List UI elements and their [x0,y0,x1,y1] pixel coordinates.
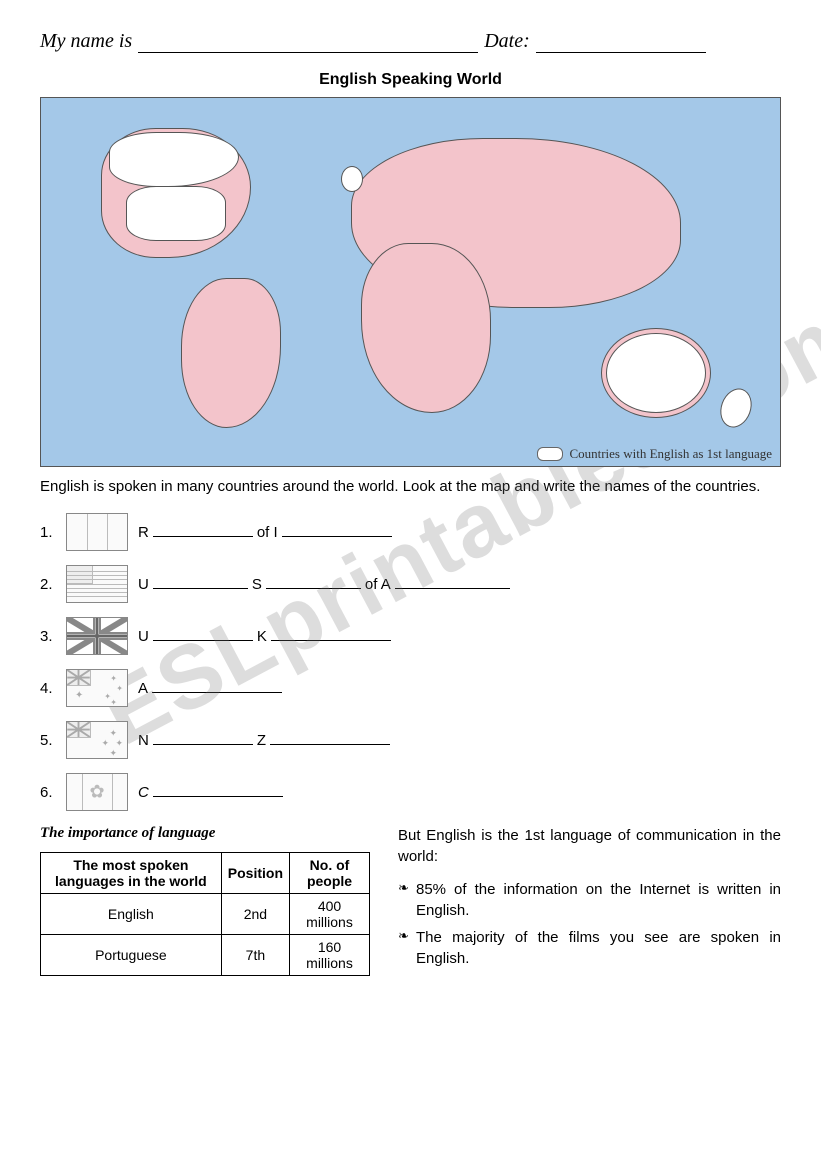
south-america [181,278,281,428]
blank[interactable] [153,523,253,537]
usa-highlight [126,186,226,241]
th-num: No. of people [290,853,370,894]
country-row-2: 2. U S of A [40,565,781,603]
blank[interactable] [270,731,390,745]
flag-ireland [66,513,128,551]
letter: U [138,628,149,645]
row-num: 5. [40,732,56,749]
uk-highlight [341,166,363,192]
blank[interactable] [271,627,391,641]
letter: C [138,784,149,801]
intro-text: But English is the 1st language of commu… [398,825,781,867]
letter: of I [257,524,278,541]
cell: 160 millions [290,935,370,976]
blank[interactable] [395,575,510,589]
table-row: Portuguese 7th 160 millions [41,935,370,976]
bottom-section: The importance of language The most spok… [40,825,781,976]
letter: R [138,524,149,541]
answer-6[interactable]: C [138,783,283,801]
answer-4[interactable]: A [138,679,282,697]
letter: Z [257,732,266,749]
cell: English [41,894,222,935]
answer-2[interactable]: U S of A [138,575,510,593]
page-title: English Speaking World [40,71,781,89]
row-num: 4. [40,680,56,697]
cell: 400 millions [290,894,370,935]
letter: U [138,576,149,593]
date-label: Date: [484,30,530,53]
answer-3[interactable]: U K [138,627,391,645]
row-num: 6. [40,784,56,801]
importance-title: The importance of language [40,825,370,842]
blank[interactable] [153,575,248,589]
letter: N [138,732,149,749]
map-legend: Countries with English as 1st language [537,446,772,462]
letter: A [138,680,148,697]
name-label: My name is [40,30,132,53]
blank[interactable] [282,523,392,537]
letter: K [257,628,267,645]
bullet-list: 85% of the information on the Internet i… [398,879,781,969]
cell: Portuguese [41,935,222,976]
australia-highlight [606,333,706,413]
bullet-item: The majority of the films you see are sp… [416,927,781,969]
left-column: The importance of language The most spok… [40,825,370,976]
bullet-item: 85% of the information on the Internet i… [416,879,781,921]
country-row-6: 6. ✿ C [40,773,781,811]
country-row-5: 5. ✦ ✦ ✦ ✦ N Z [40,721,781,759]
date-blank[interactable] [536,30,706,53]
answer-5[interactable]: N Z [138,731,390,749]
table-row: English 2nd 400 millions [41,894,370,935]
flag-uk [66,617,128,655]
blank[interactable] [153,627,253,641]
country-row-1: 1. R of I [40,513,781,551]
flag-usa [66,565,128,603]
blank[interactable] [153,783,283,797]
world-map: Countries with English as 1st language [40,97,781,467]
nz-highlight [715,384,757,432]
row-num: 3. [40,628,56,645]
blank[interactable] [152,679,282,693]
flag-newzealand: ✦ ✦ ✦ ✦ [66,721,128,759]
cell: 2nd [221,894,289,935]
row-num: 2. [40,576,56,593]
flag-canada: ✿ [66,773,128,811]
name-blank[interactable] [138,30,478,53]
africa [361,243,491,413]
row-num: 1. [40,524,56,541]
answer-1[interactable]: R of I [138,523,392,541]
country-list: 1. R of I 2. U S of A 3. [40,513,781,811]
right-column: But English is the 1st language of commu… [398,825,781,975]
legend-swatch [537,447,563,461]
th-lang: The most spoken languages in the world [41,853,222,894]
th-pos: Position [221,853,289,894]
legend-text: Countries with English as 1st language [569,446,772,462]
country-row-4: 4. ✦ ✦ ✦ ✦ ✦ A [40,669,781,707]
instructions-text: English is spoken in many countries arou… [40,477,781,497]
letter: of A [365,576,391,593]
blank[interactable] [153,731,253,745]
header-line: My name is Date: [40,30,781,53]
letter: S [252,576,262,593]
languages-table: The most spoken languages in the world P… [40,852,370,976]
flag-australia: ✦ ✦ ✦ ✦ ✦ [66,669,128,707]
blank[interactable] [266,575,361,589]
cell: 7th [221,935,289,976]
country-row-3: 3. U K [40,617,781,655]
